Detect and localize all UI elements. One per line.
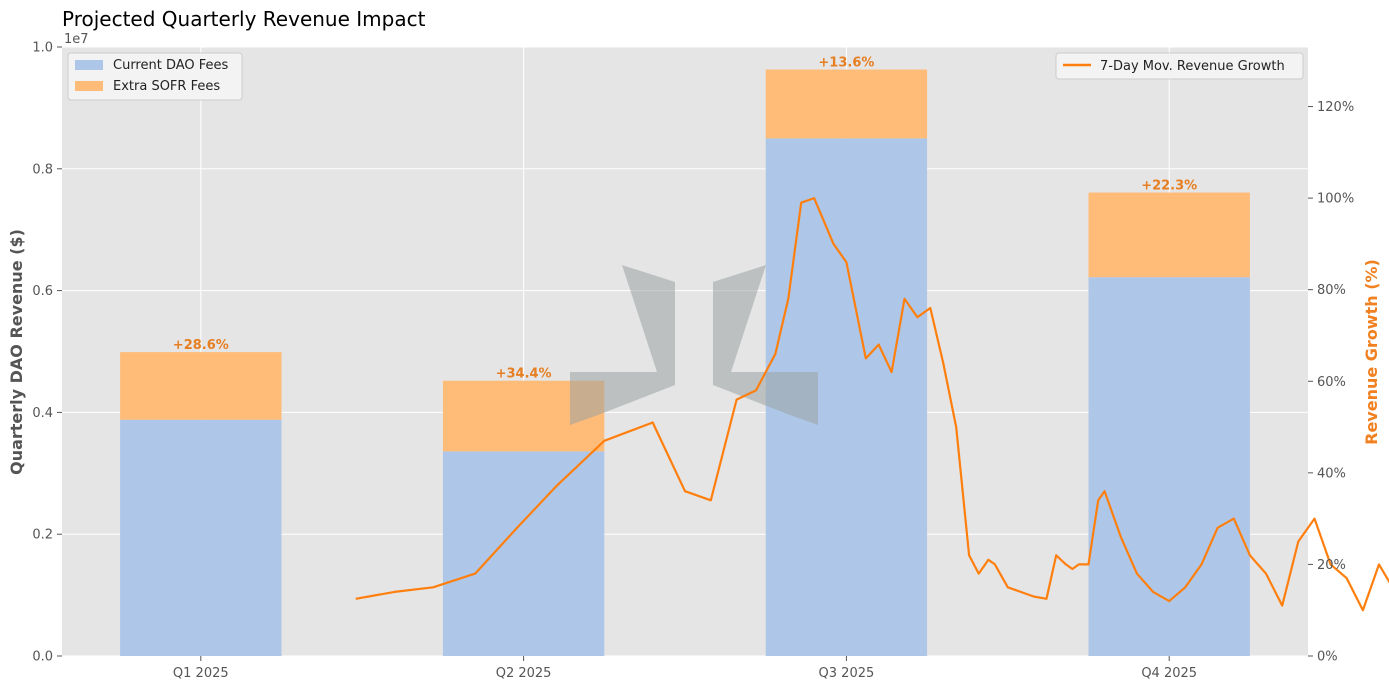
bar-current-dao-fees	[1088, 277, 1250, 656]
y-tick-label: 0.2	[32, 528, 53, 543]
y2-tick-label: 120%	[1317, 100, 1354, 115]
y2-tick-label: 40%	[1317, 466, 1346, 481]
y-tick-label: 0.8	[32, 162, 53, 177]
y-offset-text: 1e7	[64, 32, 89, 47]
line-layer	[355, 197, 1389, 612]
legend-label-extra: Extra SOFR Fees	[113, 79, 220, 94]
bar-extra-sofr-fees	[765, 69, 928, 139]
axes-layer: 0.0 0.2 0.4 0.6 0.8 1.0 0% 20% 40% 60% 80% 100% 120%…	[32, 41, 1354, 682]
x-tick-label: Q1 2025	[173, 666, 229, 681]
y2-tick-label: 60%	[1317, 375, 1346, 390]
line-revenue-growth	[355, 197, 1389, 612]
y-tick-label: 1.0	[32, 41, 53, 56]
legend-right-frame	[1055, 52, 1304, 80]
bar-current-dao-fees	[120, 419, 282, 656]
legend-label-current: Current DAO Fees	[113, 58, 229, 73]
bar-pct-label: +13.6%	[818, 56, 874, 71]
bar-extra-sofr-fees	[120, 352, 282, 420]
legend-swatch-current	[75, 60, 103, 70]
legend-swatch-extra	[75, 81, 103, 91]
x-tick-label: Q3 2025	[819, 666, 875, 681]
legend-right: 7-Day Mov. Revenue Growth	[1055, 52, 1304, 80]
secondary-y-axis-label: Revenue Growth (%)	[1362, 259, 1381, 445]
y-tick-label: 0.0	[32, 650, 53, 665]
bar-pct-label: +34.4%	[496, 367, 552, 382]
legend-label-growth: 7-Day Mov. Revenue Growth	[1100, 59, 1285, 74]
y2-tick-label: 0%	[1317, 650, 1338, 665]
y-axis-label: Quarterly DAO Revenue ($)	[7, 229, 26, 475]
y-tick-label: 0.6	[32, 284, 53, 299]
legend-left: Current DAO Fees Extra SOFR Fees	[67, 52, 243, 101]
watermark-logo	[570, 265, 818, 425]
x-tick-label: Q2 2025	[496, 666, 552, 681]
bar-pct-label: +28.6%	[173, 338, 229, 353]
bar-pct-label: +22.3%	[1141, 179, 1197, 194]
chart-title: Projected Quarterly Revenue Impact	[62, 7, 426, 31]
legend-left-frame	[67, 52, 243, 101]
bar-labels-layer: +28.6% +34.4% +13.6% +22.3%	[173, 56, 1197, 382]
x-tick-label: Q4 2025	[1141, 666, 1197, 681]
y-tick-label: 0.4	[32, 406, 53, 421]
y2-tick-label: 20%	[1317, 558, 1346, 573]
y2-tick-label: 80%	[1317, 283, 1346, 298]
bar-extra-sofr-fees	[1088, 192, 1250, 278]
y2-tick-label: 100%	[1317, 192, 1354, 207]
bar-current-dao-fees	[442, 451, 605, 656]
